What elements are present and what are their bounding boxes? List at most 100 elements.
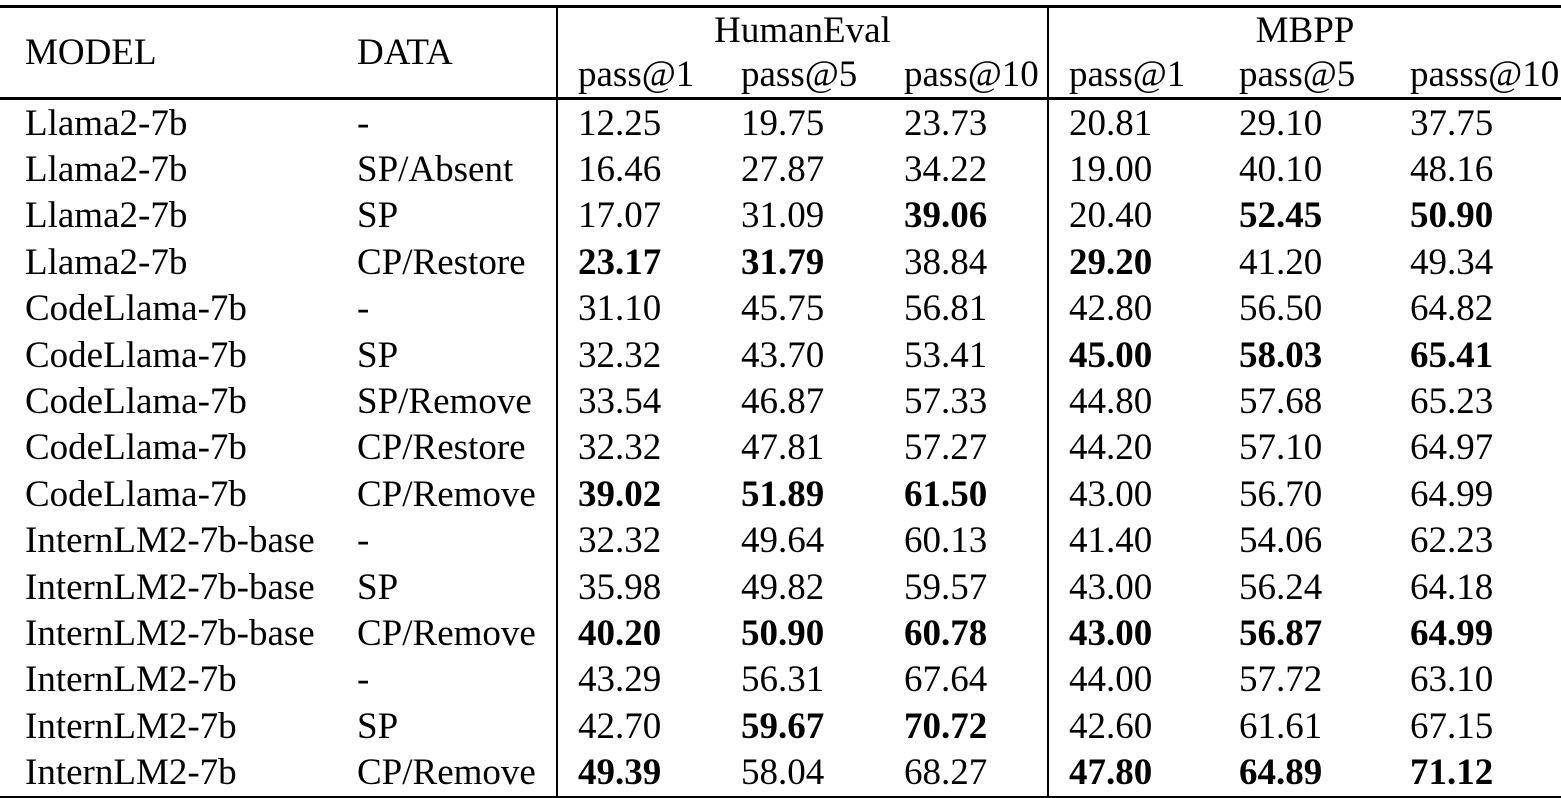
cell-mbpp-pass5: 57.10 xyxy=(1239,427,1323,469)
cell-humaneval-pass5: 45.75 xyxy=(741,288,825,330)
cell-humaneval-pass10: 39.06 xyxy=(884,192,1049,240)
table-body: Llama2-7b -12.25 19.75 23.73 20.81 29.10 37.75… xyxy=(0,98,1561,798)
cell-data: SP xyxy=(332,192,558,240)
cell-humaneval-pass10: 60.78 xyxy=(884,610,1049,657)
results-table: MODEL DATA HumanEval MBPP pass@1 pass@5 … xyxy=(0,5,1561,798)
cell-humaneval-pass5: 27.87 xyxy=(741,149,825,191)
cell-humaneval-pass10: 59.57 xyxy=(884,563,1049,611)
cell-model: InternLM2-7b-base xyxy=(25,520,315,562)
cell-mbpp-pass1: 44.00 xyxy=(1069,659,1153,701)
cell-humaneval-pass10: 53.41 xyxy=(884,331,1049,379)
cell-model: Llama2-7b xyxy=(25,149,188,191)
cell-data: CP/Restore xyxy=(332,424,558,472)
cell-data: - xyxy=(332,98,558,147)
cell-mbpp-pass5: 64.89 xyxy=(1239,752,1323,794)
table-row: CodeLlama-7b -31.10 45.75 56.81 42.80 56.50 64… xyxy=(0,285,1561,332)
cell-model: Llama2-7b xyxy=(25,102,188,144)
cell-data: SP xyxy=(332,703,558,750)
cell-model: InternLM2-7b-base xyxy=(25,566,315,608)
cell-mbpp-pass1: 42.80 xyxy=(1069,288,1153,330)
cell-mbpp-pass1: 44.20 xyxy=(1069,427,1153,469)
header-mbpp-pass10: passs@10 xyxy=(1410,54,1560,95)
header-mbpp-pass5: pass@5 xyxy=(1239,54,1356,95)
cell-model: InternLM2-7b-base xyxy=(25,612,315,654)
cell-mbpp-pass10: 37.75 xyxy=(1410,102,1494,144)
cell-humaneval-pass10: 60.13 xyxy=(884,517,1049,564)
cell-humaneval-pass1: 39.02 xyxy=(578,473,662,515)
cell-humaneval-pass10: 38.84 xyxy=(884,239,1049,286)
cell-model: InternLM2-7b xyxy=(25,752,237,794)
cell-mbpp-pass10: 63.10 xyxy=(1410,659,1494,701)
header-humaneval-pass10: pass@10 xyxy=(884,52,1049,99)
cell-model: CodeLlama-7b xyxy=(25,427,247,469)
cell-mbpp-pass5: 57.72 xyxy=(1239,659,1323,701)
cell-model: CodeLlama-7b xyxy=(25,288,247,330)
cell-humaneval-pass1: 32.32 xyxy=(578,334,662,376)
cell-mbpp-pass5: 56.70 xyxy=(1239,473,1323,515)
cell-mbpp-pass10: 62.23 xyxy=(1410,520,1494,562)
cell-humaneval-pass10: 70.72 xyxy=(884,703,1049,750)
cell-data: SP/Remove xyxy=(332,378,558,425)
table-row: InternLM2-7b -43.29 56.31 67.64 44.00 57.72 63… xyxy=(0,656,1561,704)
cell-data: CP/Restore xyxy=(332,239,558,286)
cell-humaneval-pass1: 16.46 xyxy=(578,149,662,191)
cell-model: CodeLlama-7b xyxy=(25,334,247,376)
cell-mbpp-pass1: 45.00 xyxy=(1069,334,1153,376)
cell-mbpp-pass10: 64.18 xyxy=(1410,566,1494,608)
table-row: InternLM2-7b-base CP/Remove 40.20 50.90 60.7… xyxy=(0,610,1561,657)
header-data: DATA xyxy=(332,6,558,99)
cell-mbpp-pass5: 56.87 xyxy=(1239,612,1323,654)
cell-mbpp-pass10: 64.99 xyxy=(1410,612,1494,654)
cell-humaneval-pass1: 12.25 xyxy=(578,102,662,144)
cell-mbpp-pass1: 43.00 xyxy=(1069,612,1153,654)
cell-mbpp-pass1: 44.80 xyxy=(1069,381,1153,423)
cell-humaneval-pass10: 57.33 xyxy=(884,378,1049,425)
cell-humaneval-pass1: 31.10 xyxy=(578,288,662,330)
header-humaneval-pass5: pass@5 xyxy=(741,54,858,95)
cell-humaneval-pass5: 43.70 xyxy=(741,334,825,376)
cell-mbpp-pass5: 61.61 xyxy=(1239,705,1323,747)
cell-mbpp-pass5: 40.10 xyxy=(1239,149,1323,191)
header-model: MODEL xyxy=(25,32,157,73)
cell-humaneval-pass1: 35.98 xyxy=(578,566,662,608)
cell-humaneval-pass10: 57.27 xyxy=(884,424,1049,472)
cell-humaneval-pass5: 56.31 xyxy=(741,659,825,701)
header-humaneval-pass1: pass@1 xyxy=(578,54,695,95)
cell-humaneval-pass5: 46.87 xyxy=(741,381,825,423)
cell-mbpp-pass5: 54.06 xyxy=(1239,520,1323,562)
cell-humaneval-pass10: 34.22 xyxy=(884,146,1049,193)
cell-mbpp-pass5: 56.24 xyxy=(1239,566,1323,608)
cell-mbpp-pass1: 41.40 xyxy=(1069,520,1153,562)
table-row: InternLM2-7b CP/Remove 49.39 58.04 68.27 47.8… xyxy=(0,749,1561,798)
cell-humaneval-pass10: 56.81 xyxy=(884,285,1049,332)
cell-humaneval-pass1: 32.32 xyxy=(578,427,662,469)
cell-humaneval-pass5: 19.75 xyxy=(741,102,825,144)
cell-humaneval-pass1: 43.29 xyxy=(578,659,662,701)
table-row: CodeLlama-7b CP/Remove 39.02 51.89 61.50 43.0… xyxy=(0,471,1561,518)
cell-humaneval-pass1: 23.17 xyxy=(578,241,662,283)
table-header: MODEL DATA HumanEval MBPP pass@1 pass@5 … xyxy=(0,6,1561,99)
cell-mbpp-pass1: 20.40 xyxy=(1069,195,1153,237)
cell-mbpp-pass10: 71.12 xyxy=(1410,752,1494,794)
table-row: InternLM2-7b SP 42.70 59.67 70.72 42.60 61.61 6… xyxy=(0,703,1561,750)
cell-mbpp-pass10: 65.23 xyxy=(1410,381,1494,423)
cell-humaneval-pass1: 40.20 xyxy=(578,612,662,654)
cell-data: - xyxy=(332,517,558,564)
cell-data: - xyxy=(332,285,558,332)
cell-mbpp-pass10: 67.15 xyxy=(1410,705,1494,747)
cell-mbpp-pass5: 29.10 xyxy=(1239,102,1323,144)
cell-humaneval-pass5: 51.89 xyxy=(741,473,825,515)
header-group-mbpp: MBPP xyxy=(1255,9,1355,51)
table-row: CodeLlama-7b CP/Restore 32.32 47.81 57.27 44.… xyxy=(0,424,1561,472)
cell-humaneval-pass10: 23.73 xyxy=(884,98,1049,147)
cell-data: SP xyxy=(332,331,558,379)
cell-data: CP/Remove xyxy=(332,610,558,657)
cell-mbpp-pass10: 64.97 xyxy=(1410,427,1494,469)
cell-humaneval-pass10: 67.64 xyxy=(884,656,1049,704)
cell-humaneval-pass5: 31.09 xyxy=(741,195,825,237)
table-row: Llama2-7b SP/Absent 16.46 27.87 34.22 19.00 40… xyxy=(0,146,1561,193)
cell-mbpp-pass10: 64.99 xyxy=(1410,473,1494,515)
cell-mbpp-pass5: 41.20 xyxy=(1239,241,1323,283)
cell-humaneval-pass1: 17.07 xyxy=(578,195,662,237)
cell-humaneval-pass1: 42.70 xyxy=(578,705,662,747)
